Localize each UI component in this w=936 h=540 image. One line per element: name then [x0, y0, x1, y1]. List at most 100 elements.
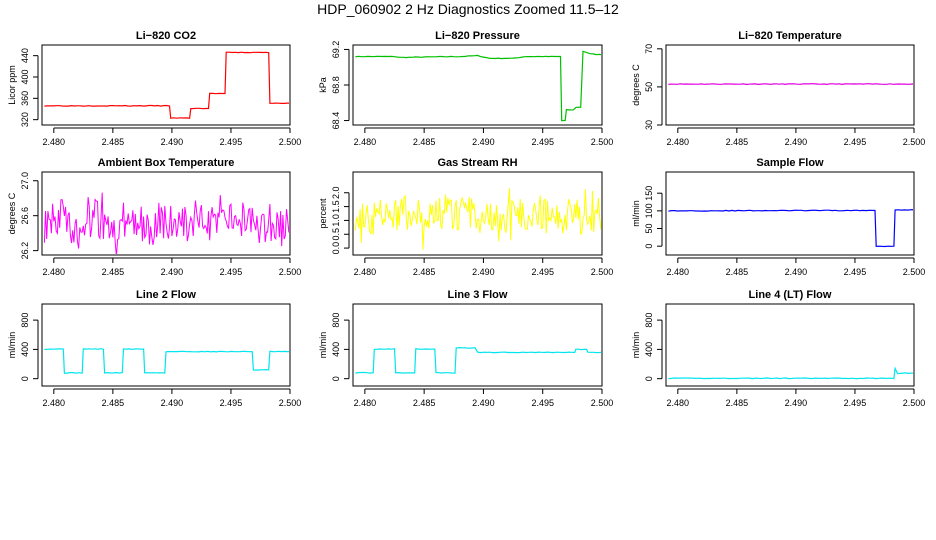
x-tick-label: 2.500 [591, 398, 614, 408]
x-tick-label: 2.495 [220, 267, 243, 277]
plot-frame [41, 303, 291, 387]
x-tick-label: 2.500 [903, 137, 926, 147]
panel-title: Line 3 Flow [448, 289, 508, 301]
x-tick-label: 2.480 [667, 137, 690, 147]
plot-frame [352, 171, 603, 256]
y-tick-label: 1.0 [331, 214, 341, 227]
y-tick-label: 360 [20, 91, 30, 106]
panel-title: Sample Flow [756, 157, 824, 169]
panel-title: Line 4 (LT) Flow [749, 289, 832, 301]
chart-panel: Line 3 Flow 2.480 2.485 2.490 2.495 2.500 0 400… [318, 289, 613, 408]
y-tick-label: 68.4 [331, 112, 341, 130]
y-tick-label: 30 [644, 120, 654, 130]
x-tick-label: 2.485 [726, 137, 749, 147]
chart-panel: Sample Flow 2.480 2.485 2.490 2.495 2.500 0 50 1… [631, 157, 925, 277]
plot-frame [665, 44, 915, 126]
y-tick-label: 800 [331, 313, 341, 328]
y-tick-label: 800 [644, 313, 654, 328]
x-tick-label: 2.495 [220, 137, 243, 147]
y-axis-label: ml/min [631, 200, 641, 227]
y-axis-label: ml/min [318, 332, 328, 359]
x-tick-label: 2.485 [413, 398, 436, 408]
y-tick-label: 0.0 [331, 242, 341, 255]
data-series-line [355, 50, 601, 122]
y-tick-label: 50 [644, 224, 654, 234]
y-tick-label: 26.6 [20, 207, 30, 225]
chart-panel: Ambient Box Temperature 2.480 2.485 2.490 2.… [7, 157, 301, 277]
chart-panel: Line 2 Flow 2.480 2.485 2.490 2.495 2.500 0 400… [7, 289, 301, 408]
x-tick-label: 2.480 [354, 267, 377, 277]
y-tick-label: 26.2 [20, 242, 30, 260]
chart-panel: Gas Stream RH 2.480 2.485 2.490 2.495 2.500 0.… [318, 157, 613, 277]
y-axis-label: Licor ppm [7, 65, 17, 105]
x-tick-label: 2.480 [354, 398, 377, 408]
x-tick-label: 2.495 [844, 137, 867, 147]
data-series-line [354, 188, 601, 250]
y-axis-label: ml/min [7, 332, 17, 359]
x-tick-label: 2.490 [161, 398, 184, 408]
x-tick-label: 2.500 [279, 267, 302, 277]
x-tick-label: 2.485 [102, 267, 125, 277]
x-tick-label: 2.500 [279, 398, 302, 408]
panel-title: Line 2 Flow [136, 289, 196, 301]
data-series-line [44, 51, 289, 119]
y-tick-label: 400 [20, 342, 30, 357]
y-axis-label: degrees C [7, 192, 17, 234]
x-tick-label: 2.490 [472, 267, 495, 277]
y-tick-label: 27.0 [20, 172, 30, 190]
y-tick-label: 2.0 [331, 186, 341, 199]
y-tick-label: 0 [644, 244, 654, 249]
panel-title: Gas Stream RH [437, 157, 517, 169]
x-tick-label: 2.480 [667, 267, 690, 277]
y-tick-label: 68.8 [331, 76, 341, 94]
data-series-line [668, 209, 913, 248]
panel-title: Li−820 Temperature [738, 30, 841, 42]
y-tick-label: 69.2 [331, 41, 341, 59]
y-tick-label: 400 [20, 69, 30, 84]
y-tick-label: 150 [644, 186, 654, 201]
x-tick-label: 2.485 [102, 398, 125, 408]
plot-frame [352, 303, 603, 387]
panel-title: Ambient Box Temperature [98, 157, 235, 169]
x-tick-label: 2.490 [472, 137, 495, 147]
plot-frame [41, 44, 291, 126]
plot-frame [665, 171, 915, 256]
x-tick-label: 2.500 [903, 398, 926, 408]
x-tick-label: 2.500 [591, 137, 614, 147]
chart-panel: Li−820 Pressure 2.480 2.485 2.490 2.495 2.500… [318, 30, 613, 147]
data-series-line [355, 346, 601, 374]
y-tick-label: 0 [20, 376, 30, 381]
x-tick-label: 2.500 [903, 267, 926, 277]
plot-frame [665, 303, 915, 387]
x-tick-label: 2.480 [667, 398, 690, 408]
y-tick-label: 50 [644, 82, 654, 92]
y-tick-label: 800 [20, 313, 30, 328]
x-tick-label: 2.495 [844, 398, 867, 408]
data-series-line [44, 348, 289, 374]
y-tick-label: 70 [644, 44, 654, 54]
plot-frame [352, 44, 603, 126]
panel-title: Li−820 CO2 [136, 30, 196, 42]
x-tick-label: 2.480 [43, 398, 66, 408]
y-tick-label: 0 [331, 376, 341, 381]
x-tick-label: 2.480 [43, 137, 66, 147]
y-tick-label: 100 [644, 203, 654, 218]
x-tick-label: 2.495 [844, 267, 867, 277]
y-tick-label: 400 [331, 342, 341, 357]
x-tick-label: 2.485 [102, 137, 125, 147]
y-tick-label: 0.5 [331, 228, 341, 241]
y-tick-label: 440 [20, 48, 30, 63]
y-tick-label: 400 [644, 342, 654, 357]
x-tick-label: 2.490 [161, 137, 184, 147]
y-axis-label: kPa [318, 77, 328, 93]
figure-title: HDP_060902 2 Hz Diagnostics Zoomed 11.5–… [317, 1, 619, 17]
plot-frame [41, 171, 291, 256]
y-tick-label: 1.5 [331, 200, 341, 213]
chart-panel: Line 4 (LT) Flow 2.480 2.485 2.490 2.495 2.50… [631, 289, 925, 408]
x-tick-label: 2.500 [279, 137, 302, 147]
y-axis-label: degrees C [631, 64, 641, 106]
x-tick-label: 2.495 [531, 137, 554, 147]
x-tick-label: 2.495 [531, 398, 554, 408]
x-tick-label: 2.490 [161, 267, 184, 277]
